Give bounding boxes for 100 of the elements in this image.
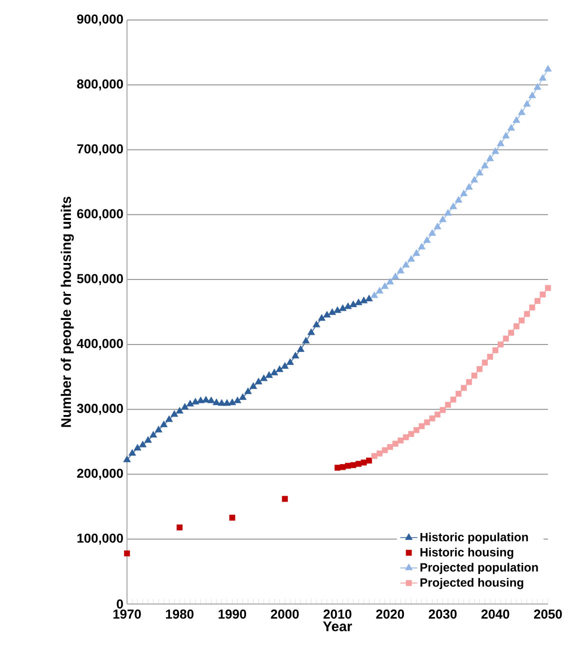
point bbox=[534, 83, 542, 90]
x-tick-label: 2020 bbox=[376, 610, 404, 619]
point bbox=[376, 450, 383, 456]
point bbox=[276, 365, 284, 372]
point bbox=[528, 92, 536, 98]
point bbox=[428, 229, 436, 236]
point bbox=[250, 382, 258, 389]
point bbox=[492, 347, 498, 354]
point bbox=[450, 396, 456, 403]
point bbox=[265, 371, 273, 378]
point bbox=[456, 390, 462, 397]
x-tick-label: 2010 bbox=[324, 610, 352, 619]
point bbox=[154, 426, 162, 432]
point bbox=[408, 431, 414, 437]
point bbox=[524, 310, 530, 317]
point bbox=[344, 302, 352, 310]
point bbox=[186, 400, 194, 406]
point bbox=[318, 314, 326, 321]
point bbox=[481, 162, 489, 168]
point bbox=[502, 132, 510, 138]
y-tick-label: 100,000 bbox=[77, 534, 123, 545]
point bbox=[124, 550, 130, 556]
point bbox=[498, 341, 504, 348]
point bbox=[407, 255, 415, 262]
point bbox=[260, 374, 268, 382]
point bbox=[434, 412, 440, 418]
y-tick-label: 500,000 bbox=[77, 274, 123, 286]
point bbox=[150, 430, 158, 438]
point bbox=[354, 298, 362, 306]
point bbox=[376, 286, 384, 294]
point bbox=[139, 440, 147, 448]
legend-label: Projected housing bbox=[420, 578, 524, 590]
point bbox=[544, 64, 552, 72]
point bbox=[470, 176, 478, 183]
point bbox=[134, 444, 142, 451]
point bbox=[366, 458, 372, 464]
point bbox=[429, 415, 436, 422]
point bbox=[350, 462, 356, 468]
point bbox=[370, 291, 378, 298]
point bbox=[350, 300, 358, 308]
point bbox=[460, 190, 468, 196]
point bbox=[312, 320, 320, 328]
point bbox=[202, 396, 210, 402]
point bbox=[496, 140, 504, 146]
y-tick-label: 700,000 bbox=[77, 144, 123, 156]
point bbox=[387, 444, 394, 450]
point bbox=[518, 317, 525, 324]
point bbox=[449, 202, 458, 210]
x-tick-label: 2050 bbox=[534, 610, 562, 619]
point bbox=[307, 328, 315, 336]
x-axis-title: Year bbox=[322, 622, 352, 632]
point bbox=[382, 447, 388, 454]
point bbox=[413, 427, 420, 434]
point bbox=[454, 196, 462, 203]
point bbox=[418, 423, 425, 430]
point bbox=[518, 108, 526, 116]
y-tick-label: 800,000 bbox=[77, 79, 123, 90]
point bbox=[371, 453, 378, 459]
point bbox=[418, 242, 426, 250]
point bbox=[471, 372, 478, 379]
point bbox=[170, 410, 178, 417]
point bbox=[334, 464, 340, 471]
x-tick-label: 1990 bbox=[218, 610, 246, 619]
point bbox=[270, 368, 278, 376]
point bbox=[381, 282, 389, 289]
point bbox=[340, 464, 346, 470]
point bbox=[502, 336, 509, 342]
y-tick-label: 600,000 bbox=[77, 209, 123, 220]
point bbox=[434, 222, 442, 230]
point bbox=[128, 449, 136, 456]
point bbox=[476, 168, 484, 176]
point bbox=[323, 310, 331, 318]
point bbox=[212, 398, 220, 406]
point bbox=[445, 402, 451, 408]
point bbox=[534, 298, 540, 304]
point bbox=[192, 398, 200, 404]
point bbox=[487, 354, 494, 360]
point bbox=[296, 345, 304, 352]
point bbox=[123, 456, 131, 462]
point bbox=[438, 216, 447, 222]
point bbox=[238, 393, 247, 400]
point bbox=[540, 292, 546, 298]
legend-label: Historic housing bbox=[420, 548, 514, 559]
point bbox=[423, 236, 431, 243]
y-tick-label: 400,000 bbox=[76, 338, 123, 350]
point bbox=[402, 260, 410, 268]
point bbox=[538, 74, 547, 81]
point bbox=[482, 360, 488, 366]
point bbox=[165, 415, 173, 422]
y-tick-label: 900,000 bbox=[77, 14, 123, 26]
point bbox=[476, 366, 483, 372]
x-tick-label: 1980 bbox=[166, 610, 194, 619]
point bbox=[529, 304, 536, 310]
point bbox=[513, 323, 520, 330]
point bbox=[345, 462, 351, 469]
point bbox=[282, 496, 288, 502]
point bbox=[396, 266, 404, 274]
x-tick-label: 2040 bbox=[481, 610, 510, 619]
y-tick-label: 0 bbox=[116, 599, 123, 609]
y-axis-title: Number of people or housing units bbox=[60, 196, 74, 427]
